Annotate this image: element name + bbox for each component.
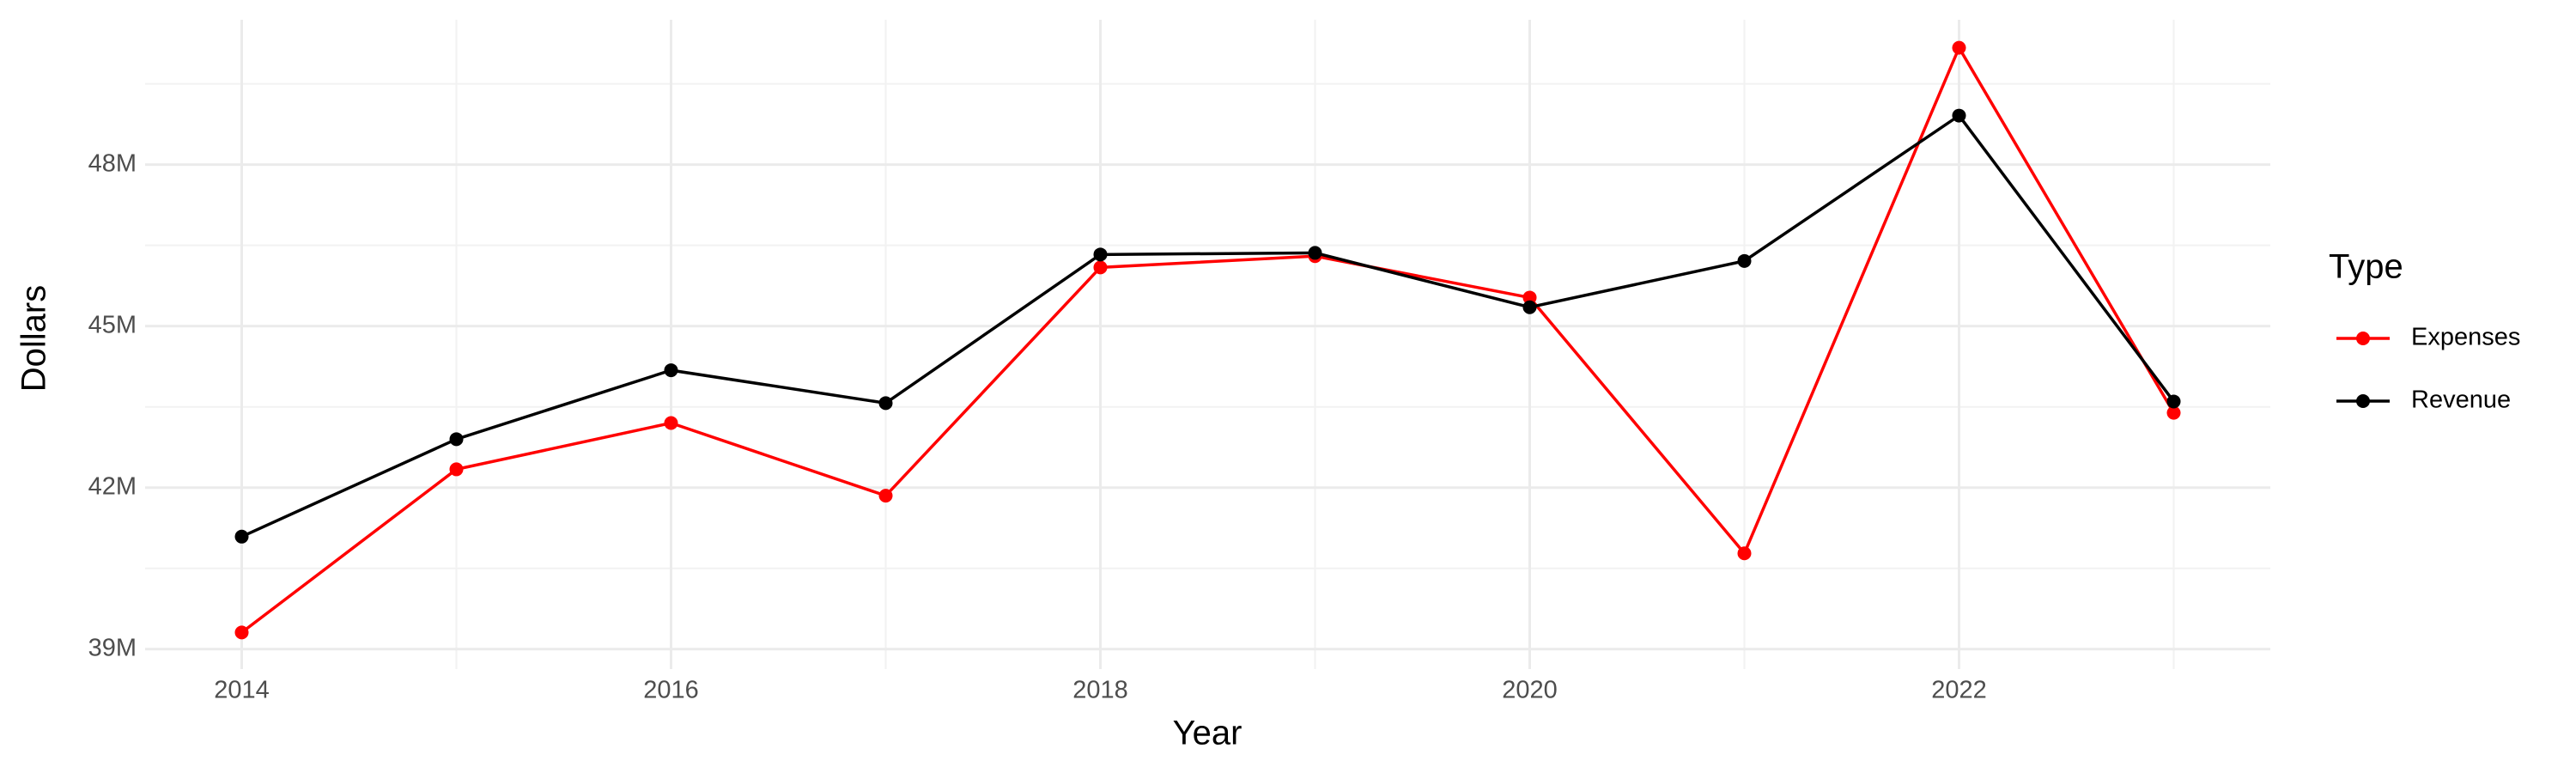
legend-label: Revenue bbox=[2411, 386, 2511, 414]
legend-marker bbox=[2356, 394, 2370, 408]
x-tick-label: 2018 bbox=[1072, 677, 1128, 704]
x-tick-label: 2014 bbox=[214, 677, 270, 704]
data-point bbox=[234, 625, 249, 640]
y-axis-title: Dollars bbox=[15, 285, 53, 392]
data-point bbox=[878, 396, 893, 411]
series-line bbox=[240, 113, 2175, 539]
x-tick-label: 2022 bbox=[1931, 677, 1987, 704]
data-point bbox=[2166, 405, 2181, 420]
data-point bbox=[1522, 300, 1537, 314]
legend-title: Type bbox=[2329, 248, 2403, 286]
y-tick-label: 39M bbox=[88, 634, 137, 661]
y-tick-label: 42M bbox=[88, 472, 137, 500]
data-point bbox=[1737, 253, 1752, 268]
data-point bbox=[1522, 290, 1537, 305]
data-point bbox=[1093, 247, 1108, 262]
data-point bbox=[664, 363, 678, 378]
data-point bbox=[1093, 260, 1108, 275]
data-point bbox=[1952, 108, 1966, 123]
x-tick-label: 2016 bbox=[643, 677, 699, 704]
data-point bbox=[1737, 546, 1752, 561]
data-point bbox=[2166, 394, 2181, 409]
data-point bbox=[1952, 40, 1966, 55]
data-point bbox=[449, 462, 464, 477]
data-point bbox=[1308, 246, 1322, 260]
data-point bbox=[234, 529, 249, 544]
y-tick-label: 48M bbox=[88, 149, 137, 177]
data-point bbox=[664, 416, 678, 430]
y-tick-label: 45M bbox=[88, 311, 137, 338]
x-axis-title: Year bbox=[1173, 715, 1242, 752]
legend-label: Expenses bbox=[2411, 324, 2520, 351]
x-tick-label: 2020 bbox=[1502, 677, 1558, 704]
data-point bbox=[449, 432, 464, 447]
series-line bbox=[240, 44, 2176, 634]
data-point bbox=[878, 489, 893, 503]
legend-marker bbox=[2356, 332, 2370, 345]
